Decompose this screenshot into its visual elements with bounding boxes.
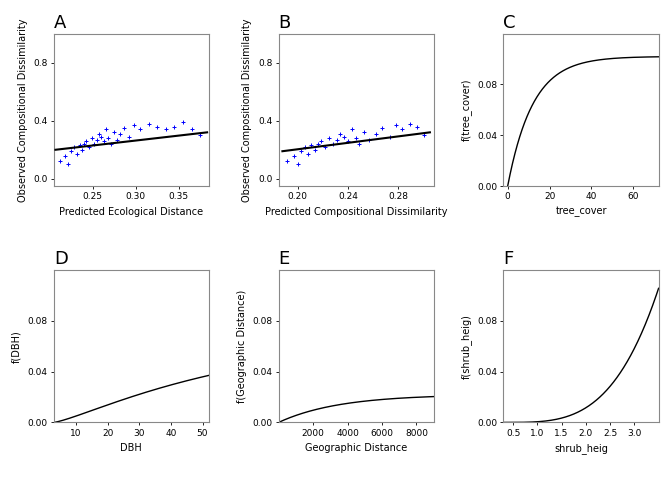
Point — [115, 130, 126, 138]
Point — [384, 133, 395, 141]
Y-axis label: f(tree_cover): f(tree_cover) — [460, 79, 472, 141]
Point — [106, 140, 117, 148]
Point — [339, 133, 349, 141]
Point — [77, 146, 87, 154]
Point — [310, 146, 321, 154]
Point — [112, 136, 122, 144]
Point — [152, 123, 163, 131]
Point — [390, 121, 401, 129]
Point — [60, 152, 71, 159]
Y-axis label: Observed Compositional Dissimilarity: Observed Compositional Dissimilarity — [17, 18, 28, 202]
Text: F: F — [503, 251, 513, 268]
Point — [177, 119, 188, 126]
X-axis label: DBH: DBH — [120, 443, 142, 453]
Point — [68, 143, 79, 151]
Point — [134, 126, 145, 133]
Point — [169, 123, 179, 131]
Point — [292, 160, 303, 168]
Point — [89, 140, 99, 148]
X-axis label: Predicted Ecological Distance: Predicted Ecological Distance — [59, 207, 204, 217]
Point — [324, 134, 335, 142]
Point — [161, 126, 171, 133]
Point — [186, 126, 197, 133]
Point — [331, 136, 342, 144]
Point — [128, 121, 139, 129]
X-axis label: shrub_heig: shrub_heig — [554, 443, 608, 454]
Point — [91, 136, 102, 144]
Point — [94, 130, 105, 138]
Point — [296, 147, 306, 155]
Point — [119, 124, 130, 132]
Y-axis label: f(Geographic Distance): f(Geographic Distance) — [237, 289, 247, 403]
Point — [396, 126, 407, 133]
Text: B: B — [279, 14, 291, 32]
Point — [143, 120, 154, 128]
Text: E: E — [279, 251, 290, 268]
Point — [101, 126, 112, 133]
Point — [300, 143, 310, 151]
Point — [124, 133, 134, 141]
Point — [79, 140, 89, 148]
Point — [84, 143, 95, 151]
Point — [74, 142, 85, 149]
Point — [364, 136, 375, 144]
Point — [54, 157, 65, 165]
Y-axis label: Observed Compositional Dissimilarity: Observed Compositional Dissimilarity — [243, 18, 253, 202]
Y-axis label: f(DBH): f(DBH) — [12, 330, 22, 362]
Point — [98, 137, 109, 145]
Text: C: C — [503, 14, 516, 32]
Point — [370, 130, 381, 138]
Y-axis label: f(shrub_heig): f(shrub_heig) — [460, 314, 472, 379]
Point — [354, 140, 365, 148]
Point — [335, 130, 346, 138]
Point — [412, 123, 423, 131]
Point — [320, 143, 331, 151]
Text: A: A — [54, 14, 66, 32]
Point — [376, 124, 387, 132]
Point — [72, 150, 83, 158]
X-axis label: Geographic Distance: Geographic Distance — [305, 443, 407, 453]
Point — [302, 150, 313, 158]
Point — [282, 157, 293, 165]
Point — [418, 132, 429, 139]
Point — [96, 133, 107, 141]
Point — [405, 120, 415, 128]
Point — [86, 134, 97, 142]
Point — [306, 142, 317, 149]
Point — [288, 152, 299, 159]
Point — [195, 132, 206, 139]
Point — [316, 137, 327, 145]
Text: D: D — [54, 251, 68, 268]
Point — [346, 126, 357, 133]
X-axis label: tree_cover: tree_cover — [555, 207, 607, 217]
X-axis label: Predicted Compositional Dissimilarity: Predicted Compositional Dissimilarity — [265, 207, 448, 217]
Point — [66, 147, 77, 155]
Point — [312, 140, 323, 148]
Point — [343, 137, 353, 145]
Point — [327, 140, 338, 148]
Point — [63, 160, 74, 168]
Point — [109, 129, 120, 136]
Point — [350, 134, 361, 142]
Point — [81, 137, 92, 145]
Point — [359, 129, 370, 136]
Point — [103, 134, 114, 142]
